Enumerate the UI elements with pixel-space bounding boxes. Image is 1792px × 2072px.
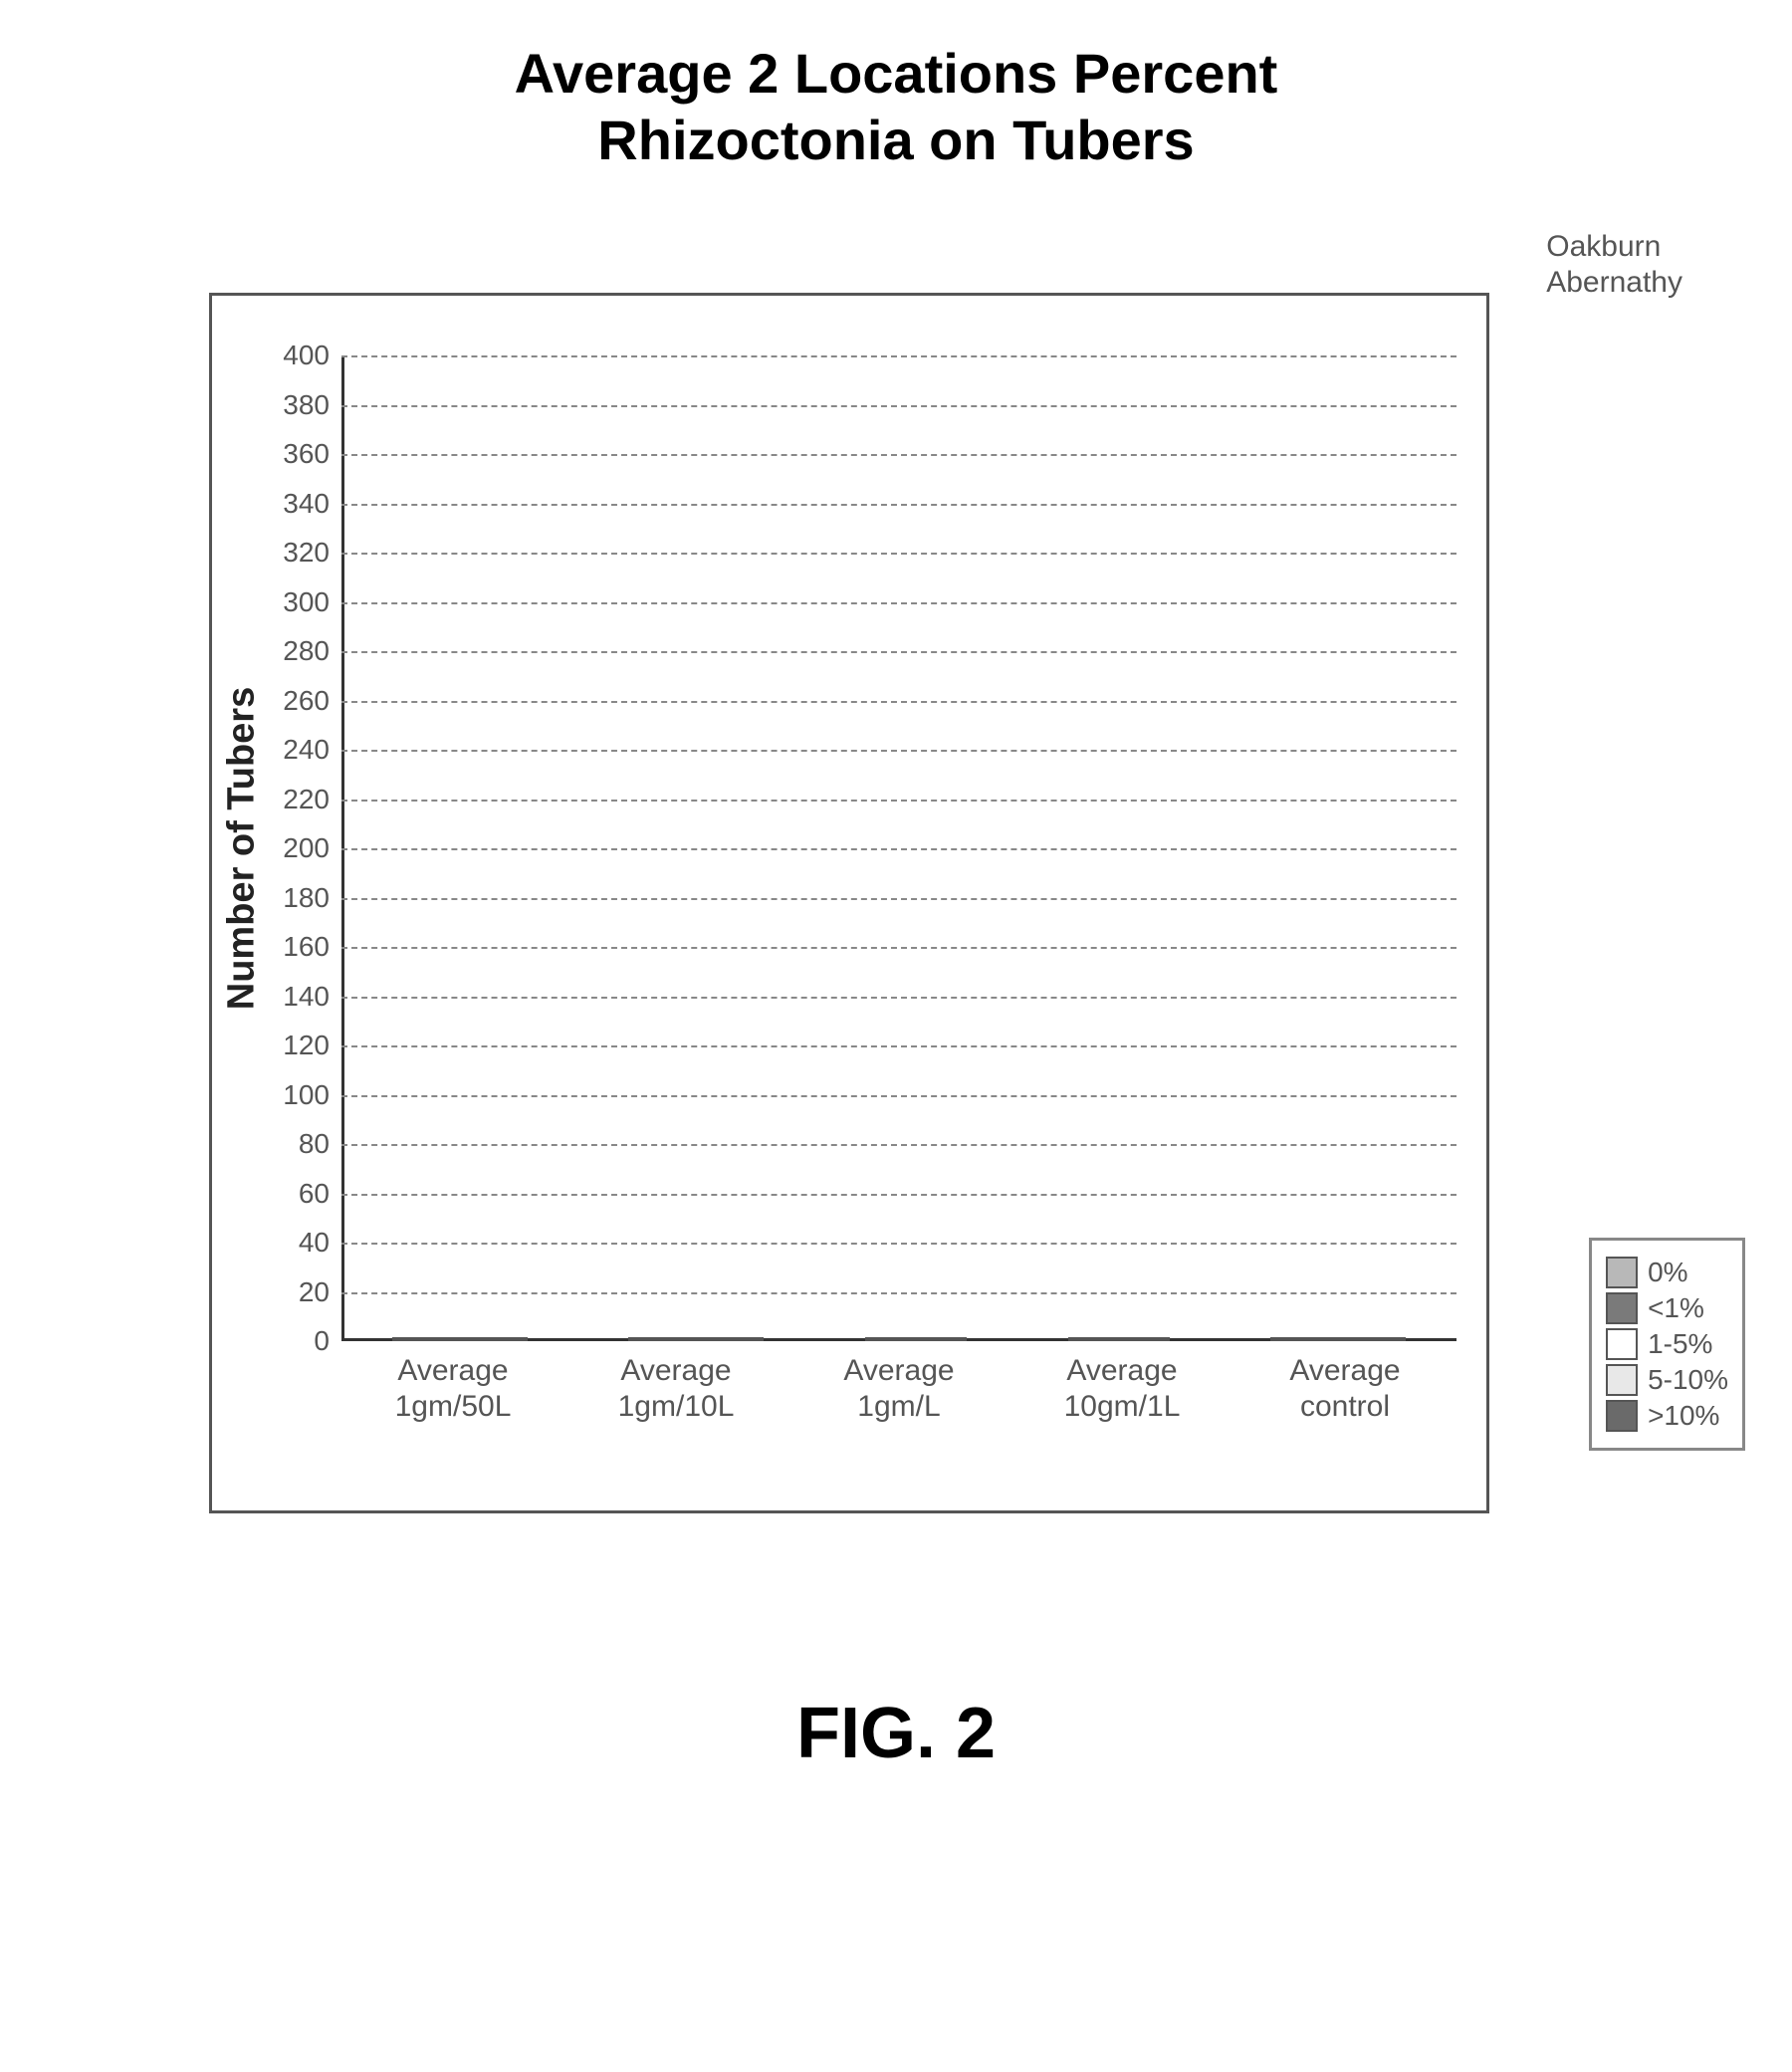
bar xyxy=(1270,1337,1304,1341)
grid-line xyxy=(341,750,1456,752)
y-tick-label: 160 xyxy=(283,931,330,963)
location-line-2: Abernathy xyxy=(1546,266,1682,299)
grid-line xyxy=(341,947,1456,949)
y-tick-label: 320 xyxy=(283,537,330,569)
bar xyxy=(1102,1337,1136,1341)
y-tick-label: 220 xyxy=(283,784,330,815)
legend-label: 0% xyxy=(1648,1257,1687,1288)
bar xyxy=(899,1337,933,1341)
bar xyxy=(426,1337,460,1341)
grid-line xyxy=(341,1045,1456,1047)
y-tick-label: 0 xyxy=(314,1325,330,1357)
y-tick-label: 180 xyxy=(283,882,330,914)
y-tick-label: 40 xyxy=(299,1227,330,1259)
bar xyxy=(628,1337,662,1341)
grid-line xyxy=(341,504,1456,506)
bar xyxy=(696,1337,730,1341)
grid-line xyxy=(341,355,1456,357)
y-tick-label: 360 xyxy=(283,438,330,470)
legend-label: 5-10% xyxy=(1648,1364,1728,1396)
x-tick-label: Average1gm/50L xyxy=(363,1353,543,1425)
x-tick-label: Average1gm/10L xyxy=(586,1353,766,1425)
grid-line xyxy=(341,1144,1456,1146)
legend-swatch xyxy=(1606,1364,1638,1396)
bar xyxy=(1136,1337,1170,1341)
bar xyxy=(933,1337,967,1341)
bar xyxy=(460,1337,494,1341)
title-line-2: Rhizoctonia on Tubers xyxy=(597,109,1194,171)
legend: 0% <1% 1-5% 5-10% >10% xyxy=(1589,1238,1745,1451)
chart-title: Average 2 Locations Percent Rhizoctonia … xyxy=(40,40,1752,173)
legend-label: 1-5% xyxy=(1648,1328,1712,1360)
grid-line xyxy=(341,651,1456,653)
y-tick-label: 240 xyxy=(283,734,330,766)
legend-swatch xyxy=(1606,1400,1638,1432)
location-note: Oakburn Abernathy xyxy=(1546,229,1682,301)
chart-frame: Number of Tubers Average1gm/50LAverage1g… xyxy=(209,293,1489,1513)
grid-line xyxy=(341,997,1456,999)
legend-item: <1% xyxy=(1606,1292,1728,1324)
y-tick-label: 260 xyxy=(283,685,330,717)
x-tick-label: Averagecontrol xyxy=(1255,1353,1435,1425)
y-tick-label: 20 xyxy=(299,1276,330,1308)
bar xyxy=(392,1337,426,1341)
grid-line xyxy=(341,848,1456,850)
y-tick-label: 100 xyxy=(283,1079,330,1111)
x-axis-labels: Average1gm/50L Average1gm/10L Average1gm/L… xyxy=(341,1353,1456,1425)
figure-label: FIG. 2 xyxy=(40,1693,1752,1774)
bar xyxy=(662,1337,696,1341)
bar-group xyxy=(865,1337,967,1341)
y-tick-label: 380 xyxy=(283,389,330,421)
title-line-1: Average 2 Locations Percent xyxy=(515,42,1278,105)
legend-label: >10% xyxy=(1648,1400,1719,1432)
y-tick-label: 300 xyxy=(283,586,330,618)
legend-swatch xyxy=(1606,1257,1638,1288)
grid-line xyxy=(341,602,1456,604)
y-tick-label: 280 xyxy=(283,635,330,667)
y-tick-label: 200 xyxy=(283,832,330,864)
bar xyxy=(494,1337,528,1341)
legend-label: <1% xyxy=(1648,1292,1704,1324)
grid-line xyxy=(341,1243,1456,1245)
grid-line xyxy=(341,454,1456,456)
plot-area: Number of Tubers Average1gm/50LAverage1g… xyxy=(341,355,1456,1341)
legend-item: 0% xyxy=(1606,1257,1728,1288)
y-tick-label: 60 xyxy=(299,1178,330,1210)
grid-line xyxy=(341,1292,1456,1294)
grid-line xyxy=(341,1194,1456,1196)
bar xyxy=(865,1337,899,1341)
bar xyxy=(730,1337,764,1341)
legend-item: 1-5% xyxy=(1606,1328,1728,1360)
legend-item: >10% xyxy=(1606,1400,1728,1432)
y-axis-title: Number of Tubers xyxy=(221,687,264,1010)
bar-group xyxy=(1068,1337,1170,1341)
y-tick-label: 340 xyxy=(283,488,330,520)
bar-group xyxy=(628,1337,764,1341)
grid-line xyxy=(341,405,1456,407)
y-tick-label: 140 xyxy=(283,981,330,1013)
y-tick-label: 400 xyxy=(283,340,330,371)
legend-swatch xyxy=(1606,1328,1638,1360)
grid-line xyxy=(341,553,1456,555)
grid-line xyxy=(341,1095,1456,1097)
bar xyxy=(1304,1337,1338,1341)
y-tick-label: 120 xyxy=(283,1030,330,1061)
location-line-1: Oakburn xyxy=(1546,230,1661,263)
grid-line xyxy=(341,800,1456,802)
bar-group xyxy=(392,1337,528,1341)
grid-line xyxy=(341,898,1456,900)
grid-line xyxy=(341,701,1456,703)
bar xyxy=(1372,1337,1406,1341)
bar xyxy=(1338,1337,1372,1341)
y-tick-label: 80 xyxy=(299,1128,330,1160)
x-tick-label: Average1gm/L xyxy=(809,1353,989,1425)
x-tick-label: Average10gm/1L xyxy=(1032,1353,1212,1425)
bar-group xyxy=(1270,1337,1406,1341)
legend-swatch xyxy=(1606,1292,1638,1324)
legend-item: 5-10% xyxy=(1606,1364,1728,1396)
bar xyxy=(1068,1337,1102,1341)
